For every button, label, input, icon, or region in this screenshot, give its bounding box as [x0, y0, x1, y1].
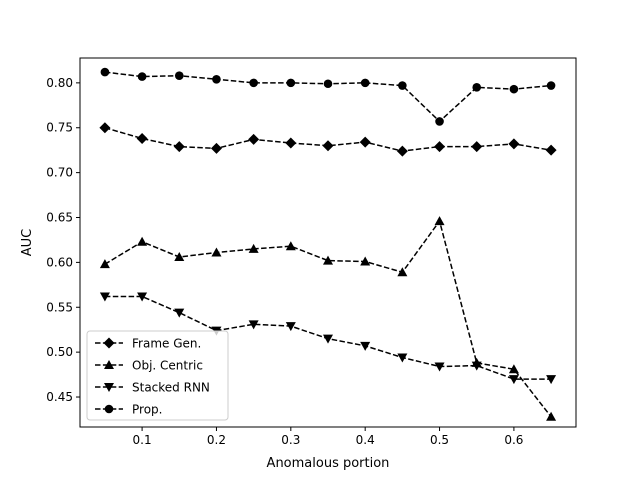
data-point-stacked-rnn	[508, 375, 519, 385]
data-point-prop	[212, 74, 221, 84]
data-point-prop	[137, 72, 147, 81]
data-point-frame-gen	[99, 122, 111, 134]
data-point-prop	[398, 81, 407, 90]
legend-box	[86, 330, 229, 421]
data-point-prop	[286, 78, 296, 88]
series-obj-centric	[99, 216, 557, 421]
data-point-prop	[546, 81, 556, 90]
data-point-stacked-rnn	[99, 292, 110, 302]
legend: Frame Gen. Obj. Centric Stacked RNN Prop.	[86, 330, 229, 421]
x-tick-label: 0.2	[207, 433, 226, 447]
data-point-frame-gen	[508, 138, 520, 150]
y-tick-label: 0.70	[46, 166, 73, 180]
data-point-stacked-rnn	[174, 308, 185, 318]
data-point-prop	[509, 84, 519, 94]
data-point-frame-gen	[396, 145, 408, 157]
data-point-obj-centric	[397, 267, 408, 277]
y-tick-label: 0.80	[46, 76, 73, 90]
data-point-obj-centric	[211, 247, 222, 257]
data-point-obj-centric	[434, 216, 445, 226]
legend-item-obj-centric: Obj. Centric	[95, 359, 203, 373]
data-point-stacked-rnn	[434, 362, 445, 372]
data-point-prop	[323, 79, 333, 89]
y-tick-label: 0.75	[46, 121, 73, 135]
data-point-frame-gen	[471, 141, 483, 153]
data-point-frame-gen	[210, 142, 222, 154]
data-point-frame-gen	[173, 141, 185, 153]
data-point-obj-centric	[323, 255, 333, 265]
data-point-stacked-rnn	[137, 292, 148, 302]
data-point-stacked-rnn	[397, 353, 408, 363]
x-tick-label: 0.5	[430, 433, 449, 447]
data-point-stacked-rnn	[471, 361, 482, 371]
legend-item-frame-gen: Frame Gen.	[95, 337, 201, 351]
legend-label: Prop.	[132, 403, 162, 417]
data-point-prop	[174, 71, 184, 80]
data-point-frame-gen	[136, 133, 148, 145]
y-tick-label: 0.65	[46, 211, 73, 225]
ticks-layer: 0.1 0.2 0.3 0.4 0.5 0.6 0.45 0.50 0.55 0.60 0.65 0.…	[46, 76, 523, 447]
legend-label: Stacked RNN	[132, 381, 210, 395]
data-point-prop	[249, 78, 258, 88]
data-point-obj-centric	[508, 364, 519, 374]
data-point-obj-centric	[99, 259, 110, 269]
legend-item-stacked-rnn: Stacked RNN	[95, 381, 210, 395]
x-tick-label: 0.6	[504, 433, 523, 447]
series-prop	[100, 67, 556, 126]
y-tick-label: 0.45	[46, 390, 73, 404]
y-tick-label: 0.55	[46, 300, 73, 314]
legend-marker	[103, 337, 115, 349]
data-point-stacked-rnn	[248, 320, 259, 330]
x-tick-label: 0.4	[356, 433, 375, 447]
y-axis-label: AUC	[20, 229, 35, 257]
data-point-prop	[472, 83, 482, 92]
data-point-prop	[435, 117, 444, 126]
data-point-frame-gen	[248, 133, 260, 145]
legend-marker	[104, 383, 114, 392]
legend-item-prop: Prop.	[95, 403, 162, 417]
x-tick-label: 0.3	[281, 433, 300, 447]
data-point-frame-gen	[322, 140, 334, 152]
legend-marker	[104, 360, 114, 369]
data-point-obj-centric	[248, 243, 259, 253]
data-point-obj-centric	[360, 256, 371, 266]
data-point-obj-centric	[174, 251, 185, 261]
series-layer	[99, 67, 557, 421]
y-tick-label: 0.50	[46, 345, 73, 359]
data-point-frame-gen	[359, 136, 371, 148]
x-tick-label: 0.1	[133, 433, 152, 447]
data-point-obj-centric	[137, 236, 148, 246]
data-point-frame-gen	[434, 141, 446, 153]
legend-label: Frame Gen.	[132, 337, 201, 351]
data-point-obj-centric	[546, 411, 557, 421]
legend-label: Obj. Centric	[132, 359, 203, 373]
data-point-frame-gen	[285, 137, 297, 149]
data-point-stacked-rnn	[285, 322, 296, 332]
data-point-prop	[360, 78, 370, 88]
data-point-stacked-rnn	[546, 375, 557, 385]
data-point-stacked-rnn	[360, 341, 371, 351]
data-point-frame-gen	[545, 144, 557, 156]
axes-frame	[79, 57, 577, 428]
legend-marker	[104, 404, 114, 414]
y-tick-label: 0.60	[46, 255, 73, 269]
series-frame-gen	[99, 122, 557, 157]
data-point-prop	[100, 67, 110, 77]
data-point-obj-centric	[285, 241, 296, 251]
x-axis-label: Anomalous portion	[267, 456, 390, 471]
data-point-stacked-rnn	[323, 334, 333, 344]
